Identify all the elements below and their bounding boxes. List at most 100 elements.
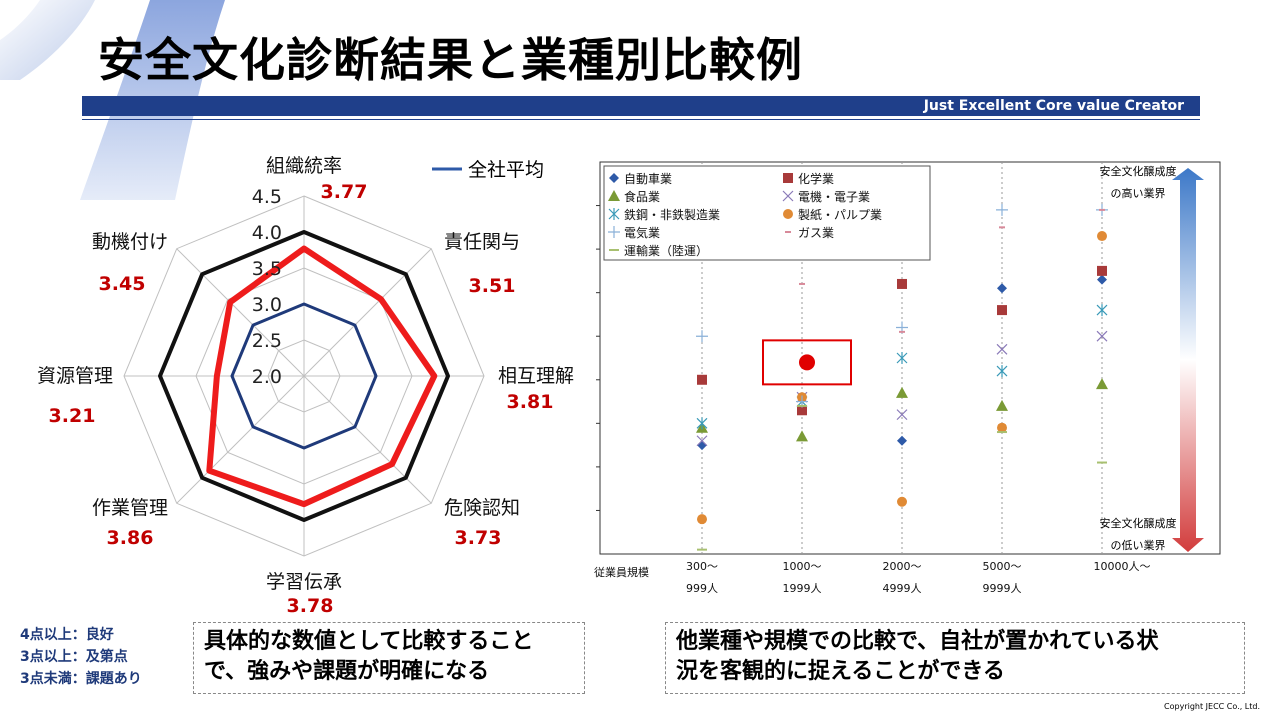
scatter-point	[996, 343, 1008, 355]
radar-tick-label: 2.5	[252, 330, 282, 352]
scatter-point	[997, 422, 1007, 433]
radar-labels: 組織統率 3.77 責任関与 3.51 相互理解 3.81 危険認知 3.73 学習伝承3.78…	[37, 155, 574, 617]
scatter-x-tick-label: 1999人	[783, 582, 822, 595]
header-band	[82, 96, 1200, 116]
scatter-x-tick-label: 1000～	[783, 560, 822, 573]
scatter-plot-frame	[599, 161, 1221, 555]
radar-spoke	[303, 375, 432, 504]
scatter-x-tick-label: 10000人～	[1094, 560, 1151, 573]
radar-spoke	[176, 375, 305, 504]
radar-axis-label: 作業管理	[92, 497, 168, 519]
scatter-chart: 従業員規模 300～ 999人 1000～ 1999人 2000～ 4999人 5000～ 99…	[594, 161, 1221, 595]
legend-marker	[608, 208, 620, 220]
scatter-point	[697, 440, 707, 451]
scatter-point	[996, 203, 1008, 216]
legend-marker	[609, 173, 619, 183]
radar-legend: 全社平均	[432, 159, 544, 181]
scatter-point	[1096, 378, 1108, 390]
scatter-point	[696, 435, 708, 447]
arrow-top-line1: 安全文化醸成度	[1100, 164, 1177, 178]
radar-spoke	[303, 248, 432, 377]
scatter-x-tick-label: 9999人	[983, 582, 1022, 595]
radar-chart: 2.0 2.5 3.0 3.5 4.0 4.5 組織統率 3.77 責任関与 3.51 相互理解 3…	[37, 155, 574, 617]
legend-label: ガス業	[798, 226, 834, 240]
scatter-point	[697, 514, 707, 525]
radar-tick-label: 3.0	[252, 294, 282, 316]
arrow-top-line2: の高い業界	[1111, 186, 1166, 200]
scatter-legend-box	[603, 165, 931, 261]
radar-axis-label: 学習伝承	[266, 571, 342, 593]
radar-series-2	[206, 245, 438, 508]
callout-line: で、強みや課題が明確になる	[204, 659, 490, 684]
legend-label: 製紙・パルプ業	[798, 207, 882, 222]
callout-comparison: 他業種や規模での比較で、自社が置かれている状 況を客観的に捉えることができる	[665, 622, 1245, 694]
legend-marker	[608, 190, 620, 201]
legend-marker	[608, 226, 620, 238]
callout-line: 況を客観的に捉えることができる	[676, 659, 1005, 684]
culture-level-arrow: 安全文化醸成度 の高い業界 安全文化醸成度 の低い業界	[1100, 164, 1204, 552]
scatter-x-tick-label: 2000～	[883, 560, 922, 573]
radar-value-label: 3.86	[107, 527, 154, 549]
scatter-point	[696, 417, 708, 430]
legend-label: 自動車業	[624, 172, 672, 186]
highlight-frame	[762, 339, 852, 386]
radar-spoke	[176, 248, 305, 377]
criteria-issue: 3点未満：課題あり	[20, 671, 142, 687]
scatter-point	[796, 430, 808, 442]
legend-marker	[783, 209, 793, 219]
legend-label: 食品業	[624, 189, 660, 204]
radar-series	[158, 230, 450, 522]
radar-value-label: 3.21	[49, 405, 96, 427]
swoosh-shape	[0, 0, 95, 80]
scatter-point	[1097, 265, 1107, 276]
radar-value-label: 3.77	[321, 181, 368, 203]
radar-value-label: 3.45	[99, 273, 146, 295]
radar-tick-label: 2.0	[252, 366, 282, 388]
copyright: Copyright JECC Co., Ltd.	[1164, 702, 1260, 711]
legend-label: 電気業	[624, 225, 660, 240]
scatter-point	[997, 305, 1007, 316]
callout-line: 他業種や規模での比較で、自社が置かれている状	[676, 629, 1159, 654]
radar-value-label: 3.81	[507, 391, 554, 413]
radar-series-3	[158, 230, 450, 522]
scatter-point	[996, 365, 1008, 378]
radar-tick-label: 3.5	[252, 258, 282, 280]
criteria-pass: 3点以上：及第点	[20, 649, 128, 665]
scatter-point	[996, 399, 1008, 411]
criteria-good: 4点以上：良好	[20, 627, 114, 643]
highlight-point	[799, 354, 815, 371]
radar-axis-label: 資源管理	[37, 365, 113, 387]
arrow-bottom-line1: 安全文化醸成度	[1100, 516, 1177, 530]
scatter-point	[896, 352, 908, 364]
legend-marker	[783, 173, 793, 183]
legend-label: 鉄鋼・非鉄製造業	[624, 207, 720, 222]
scatter-point	[1096, 330, 1108, 342]
scatter-x-tick-label: 4999人	[883, 582, 922, 595]
legend-label: 化学業	[798, 171, 834, 186]
radar-axis-label: 危険認知	[444, 497, 520, 519]
radar-axis-label: 組織統率	[266, 155, 342, 177]
scatter-point	[1097, 231, 1107, 242]
radar-axis-label: 責任関与	[444, 231, 520, 253]
legend-label: 電機・電子業	[798, 189, 870, 204]
scatter-point	[1096, 304, 1108, 317]
radar-value-label: 3.78	[287, 595, 334, 617]
radar-tick-label: 4.0	[252, 222, 282, 244]
radar-value-label: 3.73	[455, 527, 502, 549]
header-rule	[82, 119, 1200, 120]
scatter-point	[897, 435, 907, 446]
arrow-shape	[1172, 168, 1204, 552]
scatter-point	[697, 374, 707, 385]
scatter-point	[896, 386, 908, 398]
header-tagline: Just Excellent Core value Creator	[923, 98, 1184, 114]
scatter-x-tick-label: 5000～	[983, 560, 1022, 573]
callout-line: 具体的な数値として比較すること	[204, 629, 534, 654]
legend-marker	[782, 190, 794, 202]
scatter-point	[897, 496, 907, 507]
scatter-points	[696, 203, 1108, 551]
scatter-x-tick-label: 300～	[686, 560, 718, 573]
scatter-x-labels: 従業員規模 300～ 999人 1000～ 1999人 2000～ 4999人 5000～ 99…	[594, 560, 1151, 595]
legend-label: 運輸業（陸運）	[624, 243, 708, 258]
radar-series-1	[230, 302, 378, 450]
